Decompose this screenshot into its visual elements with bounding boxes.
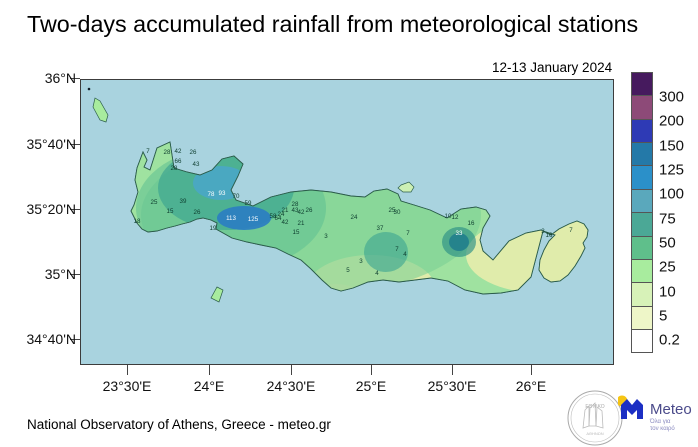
svg-text:28: 28 [292,201,299,208]
svg-text:42: 42 [175,148,182,155]
svg-text:12: 12 [452,214,459,221]
svg-text:33: 33 [456,230,463,237]
svg-text:26: 26 [306,207,313,214]
svg-text:21: 21 [298,220,305,227]
svg-text:4: 4 [403,251,407,258]
svg-text:125: 125 [248,216,259,223]
svg-text:7: 7 [395,246,399,253]
svg-text:28: 28 [171,165,178,172]
svg-text:39: 39 [180,198,187,205]
svg-text:30: 30 [394,209,401,216]
svg-text:τον καιρό: τον καιρό [650,425,675,432]
svg-text:Meteo: Meteo [650,401,692,418]
svg-text:3: 3 [359,258,363,265]
svg-text:43: 43 [193,161,200,168]
svg-text:15: 15 [167,208,174,215]
svg-text:70: 70 [233,193,240,200]
svg-text:7: 7 [406,230,410,237]
svg-text:93: 93 [219,190,226,197]
svg-text:66: 66 [175,158,182,165]
svg-text:42: 42 [298,209,305,216]
svg-text:59: 59 [245,200,252,207]
svg-text:3: 3 [324,233,328,240]
svg-text:26: 26 [194,209,201,216]
svg-text:ΑΘΗΝΩΝ: ΑΘΗΝΩΝ [586,431,603,436]
svg-text:113: 113 [226,215,236,222]
svg-text:18: 18 [134,218,141,225]
svg-text:26: 26 [190,149,197,156]
svg-text:21: 21 [282,207,289,214]
svg-text:28: 28 [164,149,171,156]
svg-text:Όλα για: Όλα για [649,419,671,425]
svg-text:4: 4 [375,270,379,277]
svg-text:24: 24 [351,214,358,221]
svg-text:5: 5 [346,267,350,274]
svg-text:7: 7 [569,227,573,234]
svg-text:19: 19 [210,225,217,232]
svg-text:42: 42 [282,219,289,226]
svg-text:25: 25 [151,199,158,206]
svg-text:15: 15 [293,229,300,236]
svg-text:37: 37 [377,225,384,232]
svg-text:7: 7 [146,148,150,155]
svg-text:16: 16 [546,232,553,239]
svg-text:78: 78 [208,191,215,198]
svg-text:16: 16 [468,220,475,227]
